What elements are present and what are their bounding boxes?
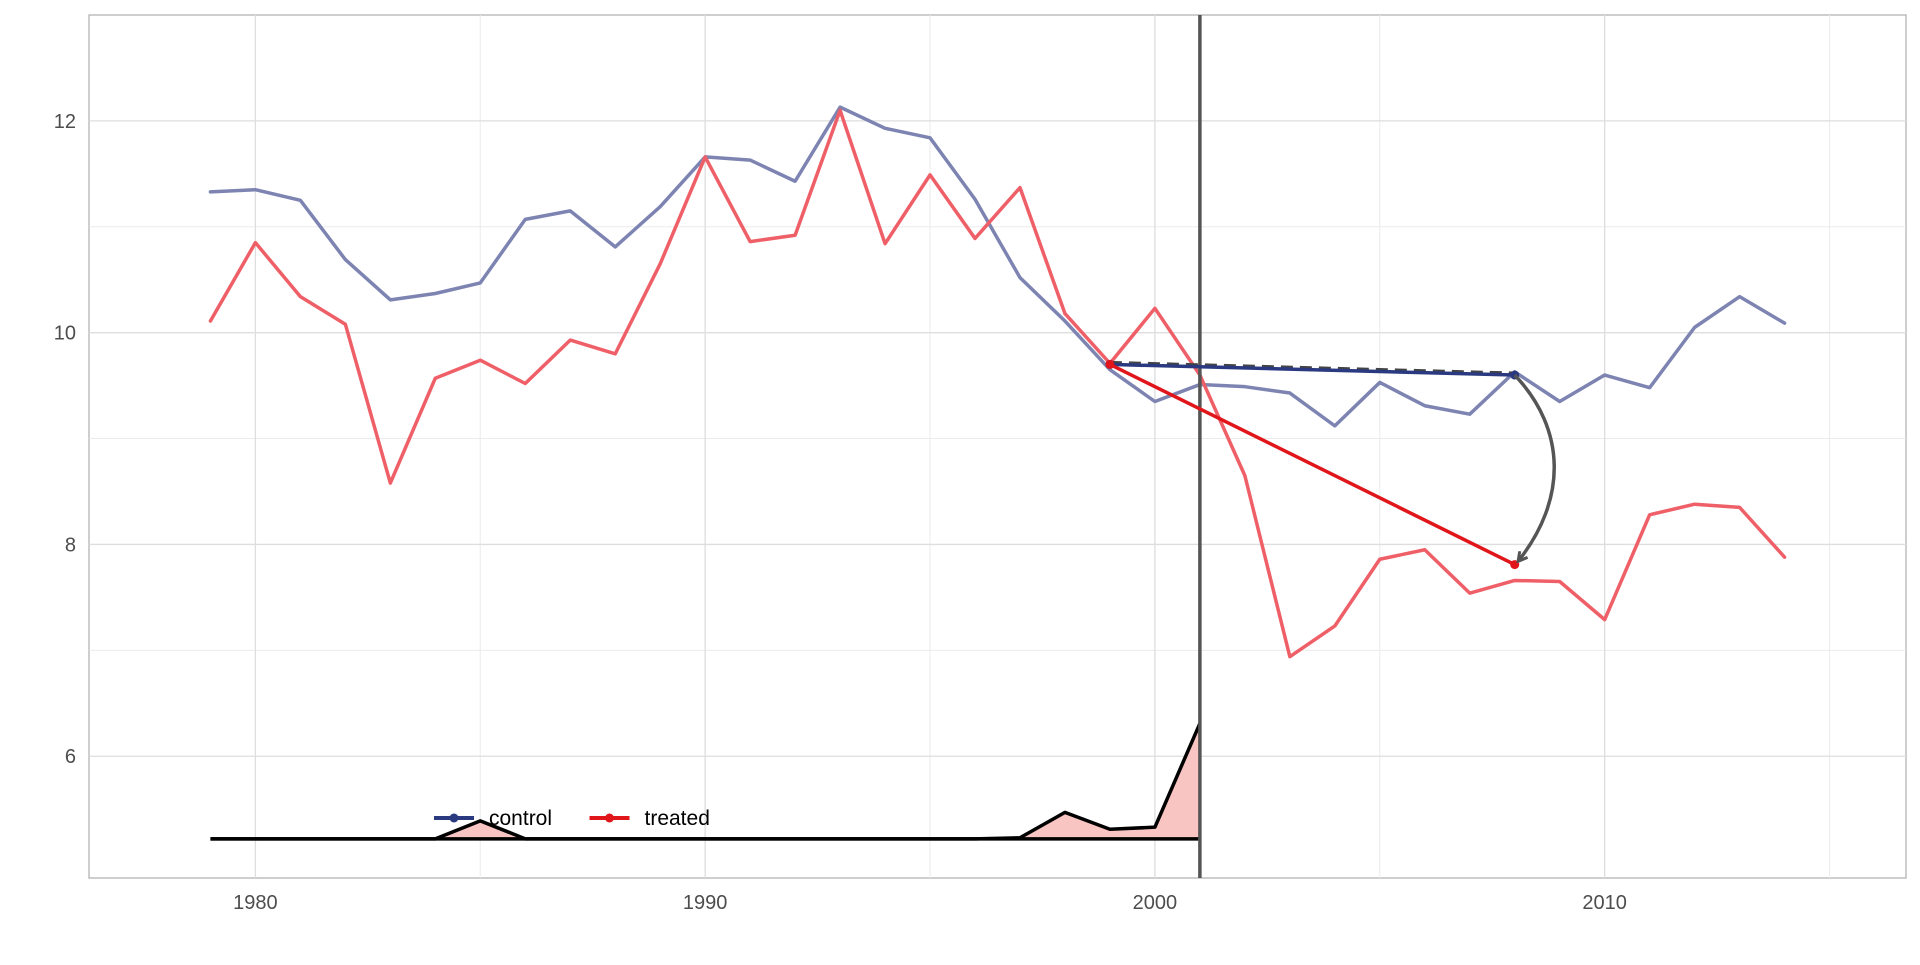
legend: control treated — [434, 807, 710, 830]
legend-label-treated: treated — [645, 807, 710, 830]
y-tick-label-8: 8 — [65, 534, 76, 556]
x-tick-label-1980: 1980 — [233, 892, 278, 914]
y-tick-label-6: 6 — [65, 746, 76, 768]
grid-major — [89, 15, 1906, 878]
x-tick-label-2010: 2010 — [1582, 892, 1627, 914]
did-arrow-treated — [1109, 362, 1516, 567]
x-tick-label-1990: 1990 — [683, 892, 728, 914]
y-tick-label-10: 10 — [54, 323, 76, 345]
y-axis-ticks: 6 8 10 12 — [54, 111, 76, 768]
weights-line — [210, 722, 1202, 841]
x-tick-label-2000: 2000 — [1133, 892, 1178, 914]
plot-panel — [88, 14, 1907, 879]
series-lines — [208, 105, 1787, 659]
did-point-start-treated — [1105, 359, 1115, 369]
legend-label-control: control — [489, 807, 552, 830]
curved-arrow — [1513, 373, 1556, 561]
did-point-end-treated — [1510, 560, 1520, 570]
series-line-control — [208, 105, 1787, 428]
did-arrows — [1105, 359, 1556, 570]
series-line-treated — [208, 108, 1787, 659]
y-tick-label-12: 12 — [54, 111, 76, 133]
weights-area — [210, 722, 1202, 841]
did-arrow-control-dashed — [1109, 360, 1515, 375]
legend-dot-treated — [605, 813, 614, 823]
did-arrow-control — [1109, 362, 1515, 377]
x-axis-ticks: 1980 1990 2000 2010 — [233, 892, 1627, 914]
legend-dot-control — [449, 813, 459, 823]
grid-minor — [89, 15, 1906, 878]
